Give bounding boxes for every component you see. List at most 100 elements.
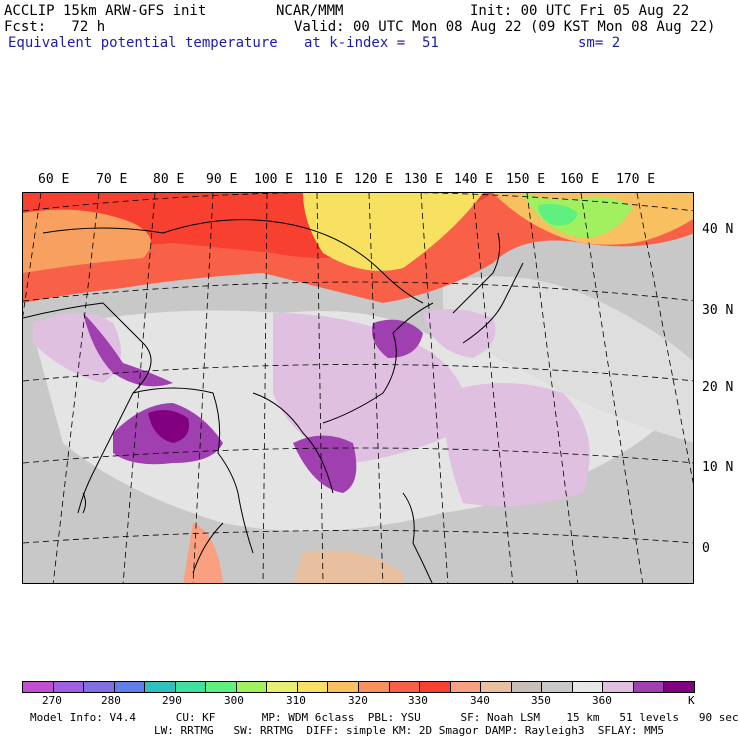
lon-label: 80 E	[153, 172, 185, 187]
field-area-365k	[423, 309, 496, 358]
lon-label: 60 E	[38, 172, 70, 187]
parallel-line	[23, 281, 693, 302]
meridian-line	[52, 193, 100, 583]
lon-label: 170 E	[616, 172, 656, 187]
field-area-370k	[372, 319, 423, 358]
valid-time: Valid: 00 UTC Mon 08 Aug 22 (09 KST Mon …	[294, 19, 716, 35]
theta-e-map	[23, 193, 693, 583]
colorbar-tick: 270	[42, 694, 62, 707]
colorbar-tick: 360	[592, 694, 612, 707]
colorbar-cell	[450, 682, 482, 692]
coastline-bay-of-bengal	[132, 387, 254, 554]
lon-label: 160 E	[560, 172, 600, 187]
lon-label: 150 E	[506, 172, 546, 187]
field-area-370k	[83, 313, 173, 387]
coastline-india-west	[23, 302, 152, 514]
init-time: Init: 00 UTC Fri 05 Aug 22	[470, 3, 690, 19]
meridian-line	[192, 193, 214, 583]
field-area-365k	[273, 313, 473, 463]
meridian-line	[262, 193, 268, 583]
coastline-china	[322, 302, 434, 424]
colorbar-cell	[267, 682, 298, 692]
colorbar-cell	[664, 682, 695, 692]
lat-label: 40 N	[702, 222, 734, 237]
parallel-line	[23, 364, 693, 382]
lon-label: 110 E	[304, 172, 344, 187]
parallel-line	[23, 530, 693, 544]
field-area-350k	[443, 276, 693, 443]
colorbar	[22, 681, 695, 693]
colorbar-cell	[206, 682, 237, 692]
map-panel	[22, 192, 694, 584]
colorbar-cell	[511, 682, 543, 692]
colorbar-tick: 320	[348, 694, 368, 707]
meridian-line	[368, 193, 384, 583]
border-northern	[42, 219, 424, 304]
field-area-365k	[33, 313, 121, 383]
model-info-line2: LW: RRTMG SW: RRTMG DIFF: simple KM: 2D …	[154, 724, 664, 737]
coastlines	[23, 219, 524, 583]
colorbar-cell	[481, 682, 512, 692]
field-area-365k	[443, 383, 590, 507]
field-area-325k	[23, 209, 151, 273]
colorbar-cell	[328, 682, 360, 692]
lon-label: 100 E	[254, 172, 294, 187]
field-area-370k	[293, 435, 357, 493]
field-area-375k	[148, 409, 189, 443]
colorbar-cell	[542, 682, 573, 692]
lat-label: 0	[702, 541, 710, 556]
field-area-315k	[303, 193, 483, 271]
field-area-300k	[538, 204, 578, 226]
meridian-line	[472, 193, 514, 583]
lat-label: 30 N	[702, 303, 734, 318]
colorbar-cell	[53, 682, 85, 692]
colorbar-cell	[175, 682, 207, 692]
model-title: ACCLIP 15km ARW-GFS init	[4, 3, 207, 19]
colorbar-tick: 280	[101, 694, 121, 707]
lat-label: 20 N	[702, 380, 734, 395]
colorbar-cell	[23, 682, 54, 692]
parallel-line	[23, 447, 693, 464]
colorbar-cell	[114, 682, 146, 692]
colorbar-cell	[145, 682, 176, 692]
model-info-line1: Model Info: V4.4 CU: KF MP: WDM 6class P…	[30, 711, 739, 724]
lat-label: 10 N	[702, 460, 734, 475]
colorbar-unit: K	[688, 694, 695, 707]
smoothing-label: sm= 2	[578, 35, 621, 51]
institution-label: NCAR/MMM	[276, 3, 344, 19]
meridian-line	[526, 193, 579, 583]
colorbar-tick: 310	[286, 694, 306, 707]
lon-label: 90 E	[206, 172, 238, 187]
colorbar-cell	[297, 682, 329, 692]
field-name: Equivalent potential temperature	[8, 35, 278, 51]
meridian-line	[580, 193, 644, 583]
field-area-345k	[293, 550, 403, 583]
parallel-line	[23, 193, 693, 212]
meridian-line	[122, 193, 156, 583]
level-label: at k-index = 51	[304, 35, 439, 51]
colorbar-tick: 330	[408, 694, 428, 707]
colorbar-cell	[359, 682, 390, 692]
colorbar-cell	[603, 682, 634, 692]
coastline-sumatra	[192, 522, 224, 574]
colorbar-cell	[389, 682, 421, 692]
colorbar-cell	[420, 682, 451, 692]
lon-label: 70 E	[96, 172, 128, 187]
lon-label: 130 E	[404, 172, 444, 187]
colorbar-cell	[84, 682, 115, 692]
coastline-indochina	[252, 392, 334, 494]
forecast-hour: Fcst: 72 h	[4, 19, 106, 35]
colorbar-cell	[572, 682, 604, 692]
colorbar-tick: 340	[470, 694, 490, 707]
coastline-korea	[452, 232, 501, 314]
colorbar-cell	[236, 682, 268, 692]
meridian-line	[316, 193, 324, 583]
coastline-philippines	[402, 492, 433, 583]
colorbar-tick: 300	[224, 694, 244, 707]
meridian-line	[420, 193, 449, 583]
lon-label: 140 E	[454, 172, 494, 187]
field-area-340k	[183, 523, 223, 583]
coastline-japan	[462, 262, 524, 344]
colorbar-tick: 350	[531, 694, 551, 707]
graticule	[23, 193, 693, 583]
